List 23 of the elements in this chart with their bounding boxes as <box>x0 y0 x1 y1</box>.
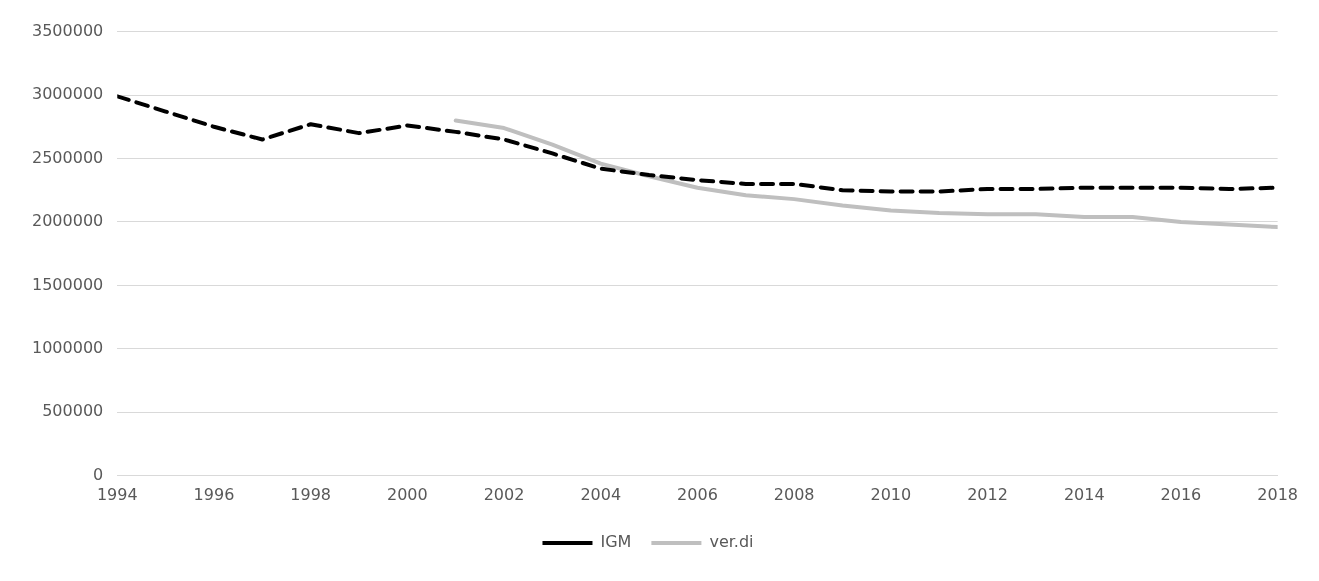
x-tick-label: 2016 <box>1160 484 1202 504</box>
x-tick-label: 2014 <box>1063 484 1105 504</box>
x-tick-label: 2008 <box>773 484 815 504</box>
x-tick-label: 2004 <box>580 484 622 504</box>
x-tick-label: 2006 <box>677 484 718 504</box>
y-tick-label: 1000000 <box>31 338 104 358</box>
x-tick-label: 2018 <box>1257 484 1298 504</box>
x-tick-label: 2010 <box>870 484 912 504</box>
y-tick-label: 3000000 <box>31 84 104 104</box>
x-tick-label: 1998 <box>290 484 332 504</box>
y-tick-label: 0 <box>93 464 104 484</box>
y-tick-label: 3500000 <box>31 20 104 40</box>
legend-label: ver.di <box>709 532 754 552</box>
x-tick-label: 2002 <box>483 484 525 504</box>
y-tick-label: 2000000 <box>31 211 104 231</box>
x-tick-label: 2000 <box>386 484 428 504</box>
y-tick-label: 2500000 <box>31 147 104 167</box>
y-tick-label: 1500000 <box>31 274 104 294</box>
legend-label: IGM <box>600 532 632 552</box>
x-tick-label: 1996 <box>193 484 235 504</box>
x-tick-label: 2012 <box>967 484 1008 504</box>
y-tick-label: 500000 <box>42 401 104 421</box>
x-tick-label: 1994 <box>96 484 138 504</box>
